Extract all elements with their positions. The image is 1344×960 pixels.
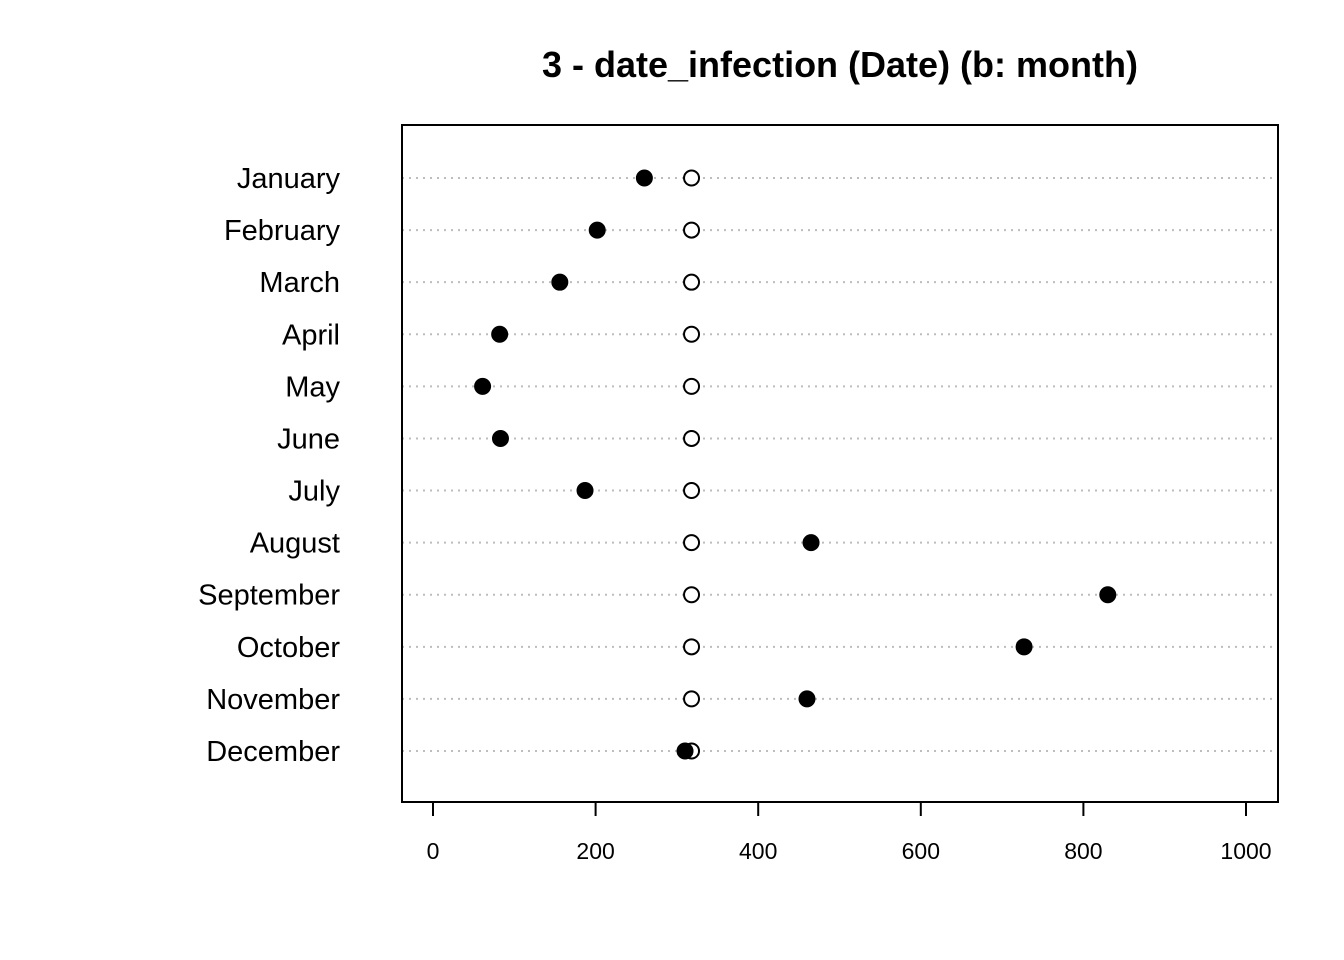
category-label: February xyxy=(224,215,341,247)
x-tick-label: 0 xyxy=(427,838,440,864)
filled-point xyxy=(491,429,509,447)
category-label: January xyxy=(237,163,341,195)
filled-point xyxy=(798,690,816,708)
open-point xyxy=(683,690,701,708)
filled-point xyxy=(1099,586,1117,604)
open-point xyxy=(683,482,701,500)
x-tick-label: 800 xyxy=(1064,838,1102,864)
x-axis: 0 200 400 600 800 1000 xyxy=(427,801,1272,864)
open-point xyxy=(683,377,701,395)
filled-circle-series xyxy=(474,169,1117,760)
category-label: December xyxy=(206,736,340,768)
open-circle-series xyxy=(683,169,701,760)
filled-point xyxy=(635,169,653,187)
open-point xyxy=(683,638,701,656)
filled-point xyxy=(576,482,594,500)
category-label: July xyxy=(288,476,340,508)
category-label: April xyxy=(282,319,340,351)
open-point xyxy=(683,221,701,239)
category-label: June xyxy=(277,423,340,455)
open-point xyxy=(683,273,701,291)
open-point xyxy=(683,325,701,343)
category-label: May xyxy=(285,371,340,403)
category-labels: January February March April May June July Augu… xyxy=(198,163,340,768)
filled-point xyxy=(474,377,492,395)
open-point xyxy=(683,534,701,552)
filled-point xyxy=(1015,638,1033,656)
x-tick-label: 400 xyxy=(739,838,777,864)
grid-lines xyxy=(402,177,1278,752)
category-label: October xyxy=(237,632,340,664)
chart-title: 3 - date_infection (Date) (b: month) xyxy=(542,44,1138,85)
x-tick-label: 600 xyxy=(902,838,940,864)
category-label: August xyxy=(250,528,340,560)
category-label: November xyxy=(206,684,340,716)
filled-point xyxy=(802,534,820,552)
filled-point xyxy=(551,273,569,291)
category-label: March xyxy=(259,267,340,299)
category-label: September xyxy=(198,580,340,612)
filled-point xyxy=(588,221,606,239)
plot-frame xyxy=(401,124,1279,803)
open-point xyxy=(683,586,701,604)
x-tick-label: 1000 xyxy=(1220,838,1271,864)
open-point xyxy=(683,169,701,187)
open-point xyxy=(683,429,701,447)
filled-point xyxy=(676,742,694,760)
filled-point xyxy=(491,325,509,343)
x-tick-label: 200 xyxy=(576,838,614,864)
